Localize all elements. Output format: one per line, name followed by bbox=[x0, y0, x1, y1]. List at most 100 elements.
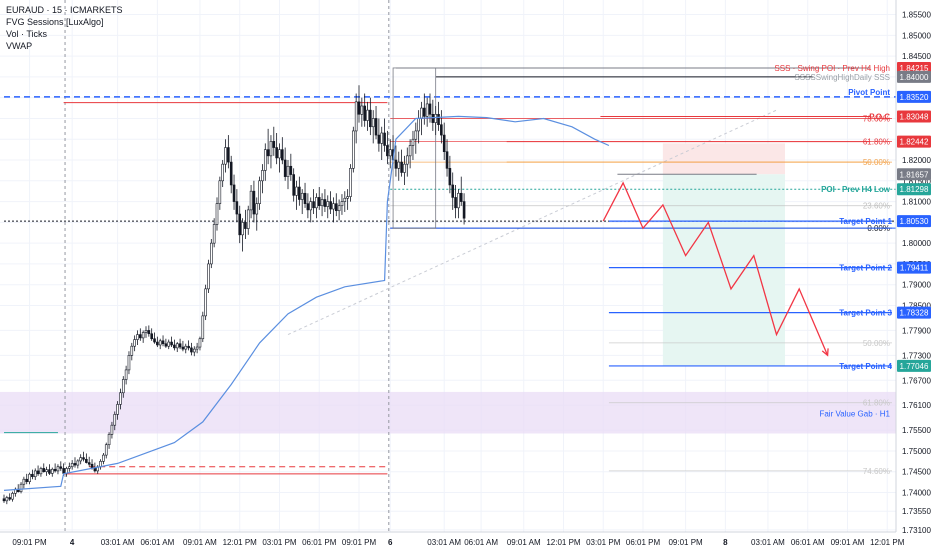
time-tick-label: 4 bbox=[70, 538, 75, 547]
time-tick-label: 12:01 PM bbox=[870, 538, 905, 547]
price-tag bbox=[897, 359, 931, 372]
time-tick-label: 03:01 AM bbox=[101, 538, 135, 547]
candle-down bbox=[266, 149, 270, 157]
fib-level-label: 74.60% bbox=[863, 467, 890, 476]
candle-up bbox=[121, 379, 125, 394]
time-tick-label: 03:01 AM bbox=[427, 538, 461, 547]
time-tick-label: 06:01 PM bbox=[626, 538, 661, 547]
candle-up bbox=[221, 163, 224, 182]
candle-up bbox=[405, 155, 409, 165]
candle-down bbox=[317, 197, 321, 207]
candle-up bbox=[39, 468, 43, 475]
candle-down bbox=[156, 341, 159, 346]
prev-high-box bbox=[392, 67, 437, 229]
candle-down bbox=[153, 338, 156, 343]
candle-up bbox=[241, 222, 244, 236]
candle-down bbox=[90, 463, 94, 468]
price-tick-label: 1.80000 bbox=[902, 239, 931, 248]
candle-up bbox=[130, 345, 134, 356]
candle-down bbox=[62, 468, 65, 474]
legend-indicator-volume[interactable]: Vol · Ticks bbox=[6, 29, 48, 39]
price-tag bbox=[897, 306, 931, 319]
candle-down bbox=[374, 118, 378, 136]
candle-down bbox=[8, 497, 11, 500]
price-tag bbox=[897, 90, 931, 103]
candle-up bbox=[263, 149, 267, 171]
candle-down bbox=[2, 498, 6, 502]
target-label: Target Point 4 bbox=[839, 362, 892, 371]
candle-down bbox=[187, 345, 190, 349]
candle-up bbox=[28, 473, 31, 483]
chart-note: P.O.C bbox=[869, 112, 890, 121]
candle-down bbox=[73, 463, 77, 466]
candle-up bbox=[5, 497, 9, 502]
price-tick-label: 1.74500 bbox=[902, 468, 931, 477]
candle-down bbox=[386, 145, 389, 157]
candle-up bbox=[403, 163, 406, 173]
price-tag-label: 1.83520 bbox=[900, 93, 929, 102]
candle-down bbox=[232, 184, 236, 202]
candle-up bbox=[343, 197, 347, 202]
price-tick-label: 1.81500 bbox=[902, 177, 931, 186]
target-label: Target Point 1 bbox=[839, 217, 892, 226]
candle-down bbox=[59, 466, 63, 469]
candle-up bbox=[414, 130, 418, 140]
candle-up bbox=[326, 201, 330, 207]
price-tick-label: 1.79000 bbox=[902, 281, 931, 290]
price-tick-label: 1.73100 bbox=[902, 526, 931, 535]
candle-up bbox=[337, 205, 341, 212]
fib-level-label: 61.80% bbox=[863, 138, 890, 147]
price-tag-label: 1.78328 bbox=[900, 309, 929, 318]
price-tag-label: 1.83048 bbox=[900, 112, 929, 121]
candle-up bbox=[212, 224, 216, 244]
fib-level-label: 78.60% bbox=[863, 114, 890, 123]
candle-up bbox=[124, 369, 128, 380]
candle-up bbox=[340, 201, 344, 207]
time-tick-label: 8 bbox=[723, 538, 728, 547]
candle-down bbox=[53, 468, 57, 472]
candle-up bbox=[332, 203, 335, 210]
candle-up bbox=[346, 196, 349, 199]
candle-down bbox=[164, 343, 168, 347]
price-tick-label: 1.74000 bbox=[902, 489, 931, 498]
candle-up bbox=[417, 118, 420, 132]
candle-up bbox=[286, 165, 290, 177]
price-tick-label: 1.82000 bbox=[902, 156, 931, 165]
legend-indicator-fvg[interactable]: FVG Sessions [LuxAlgo] bbox=[6, 17, 104, 27]
price-tick-label: 1.77900 bbox=[902, 326, 931, 335]
pivot-point-label: Pivot Point bbox=[848, 88, 890, 97]
price-tag-label: 1.81298 bbox=[900, 185, 929, 194]
candle-up bbox=[210, 242, 213, 265]
time-tick-label: 03:01 PM bbox=[262, 538, 297, 547]
candle-up bbox=[110, 424, 114, 435]
legend-symbol[interactable]: EURAUD · 15 · ICMARKETS bbox=[6, 5, 123, 15]
candle-up bbox=[207, 263, 210, 290]
candle-down bbox=[190, 347, 193, 353]
candle-up bbox=[408, 145, 412, 157]
candle-up bbox=[133, 339, 136, 347]
candle-down bbox=[377, 134, 381, 144]
candle-up bbox=[349, 168, 352, 197]
candle-up bbox=[195, 346, 199, 350]
time-tick-label: 12:01 PM bbox=[546, 538, 581, 547]
price-tick-label: 1.85500 bbox=[902, 11, 931, 20]
price-tag bbox=[897, 215, 931, 228]
projection-arrow-icon bbox=[821, 348, 829, 357]
candle-up bbox=[19, 483, 23, 492]
legend-indicator-vwap[interactable]: VWAP bbox=[6, 41, 33, 51]
time-tick-label: 09:01 PM bbox=[342, 538, 377, 547]
candle-down bbox=[459, 192, 463, 202]
time-tick-label: 12:01 PM bbox=[223, 538, 258, 547]
time-tick-label: 03:01 PM bbox=[586, 538, 621, 547]
candle-down bbox=[323, 199, 327, 207]
candle-down bbox=[437, 113, 440, 125]
price-tag-label: 1.84215 bbox=[900, 64, 929, 73]
candle-down bbox=[42, 468, 46, 473]
candle-up bbox=[11, 493, 14, 500]
candle-down bbox=[252, 190, 256, 215]
candle-up bbox=[107, 434, 111, 446]
candle-down bbox=[238, 213, 242, 236]
candle-up bbox=[104, 444, 108, 456]
candle-up bbox=[255, 203, 259, 215]
